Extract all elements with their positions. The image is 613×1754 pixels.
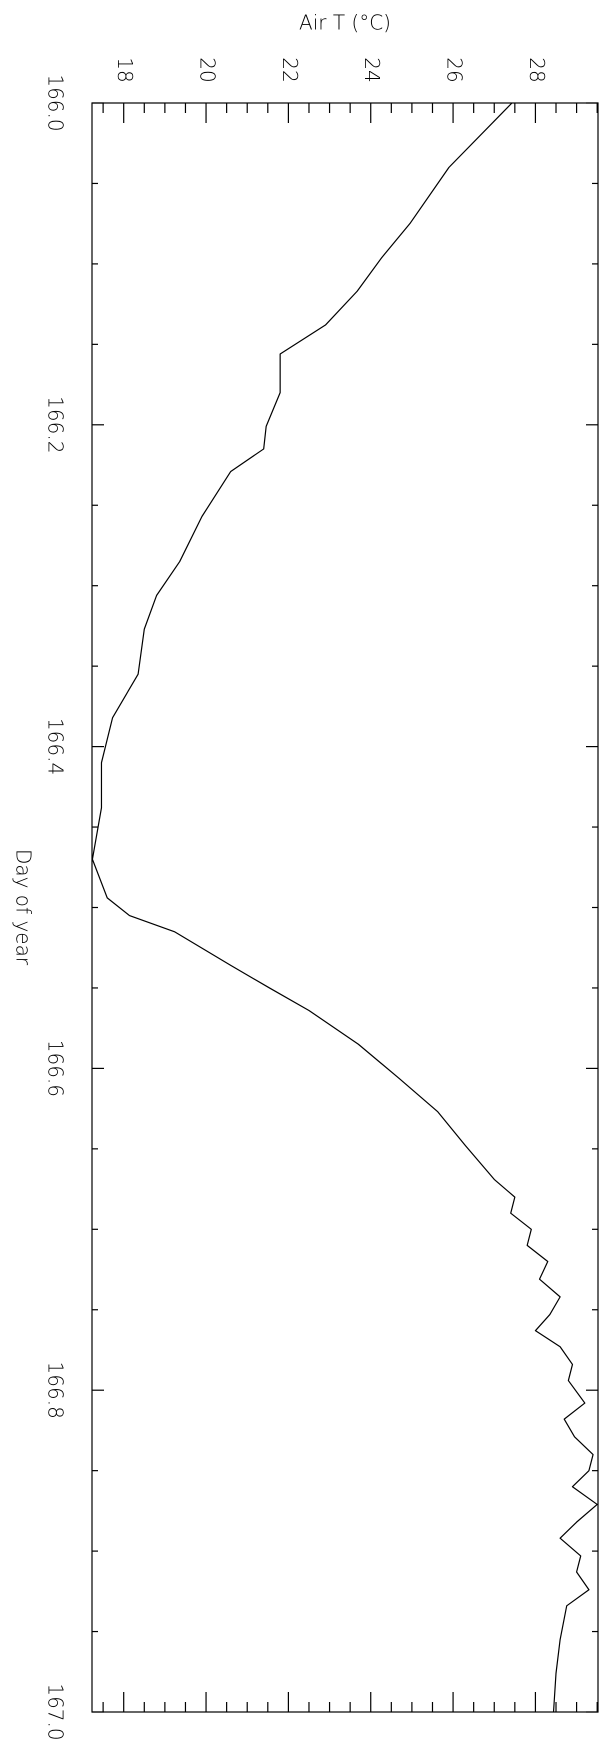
temp-tick-label: 20 <box>196 57 220 82</box>
temp-tick-label: 18 <box>113 57 137 82</box>
day-tick-label: 166.4 <box>44 718 68 775</box>
plot-frame <box>91 102 599 1713</box>
day-tick-label: 167.0 <box>44 1683 68 1740</box>
temperature-line <box>91 102 598 1713</box>
temp-tick-label: 28 <box>525 57 549 82</box>
axis-title-temperature: Air T (°C) <box>299 11 391 35</box>
temp-tick-label: 24 <box>360 57 384 82</box>
temp-tick-label: 22 <box>278 57 302 82</box>
day-tick-label: 166.6 <box>44 1040 68 1097</box>
axis-title-day: Day of year <box>12 849 36 966</box>
day-tick-label: 166.0 <box>44 74 68 131</box>
temp-tick-label: 26 <box>443 57 467 82</box>
day-tick-label: 166.2 <box>44 396 68 453</box>
day-tick-label: 166.8 <box>44 1362 68 1419</box>
